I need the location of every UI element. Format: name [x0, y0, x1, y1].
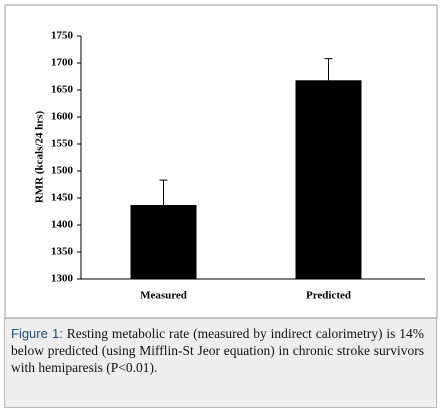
caption-label: Figure 1:: [11, 326, 63, 341]
y-tick-label: 1350: [51, 246, 74, 258]
error-bar: [159, 179, 168, 206]
y-tick-label: 1550: [51, 138, 74, 150]
bar: [130, 205, 197, 279]
x-tick-label: Predicted: [306, 290, 351, 302]
y-tick-label: 1300: [51, 273, 74, 285]
bar: [295, 80, 362, 279]
chart: RMR (kcals/24 hrs) 1300 1350 1400 1450 1500 1…: [4, 4, 438, 319]
y-tick-label: 1650: [51, 84, 74, 96]
y-tick-label: 1450: [51, 192, 74, 204]
y-tick-label: 1500: [51, 165, 74, 177]
chart-frame: [4, 4, 438, 319]
x-tick-label: Measured: [140, 290, 187, 302]
y-tick-label: 1600: [51, 111, 74, 123]
y-tick-label: 1700: [51, 57, 74, 69]
figure-caption: Figure 1: Resting metabolic rate (measur…: [4, 318, 437, 408]
y-tick-label: 1750: [51, 30, 74, 42]
y-axis-label: RMR (kcals/24 hrs): [34, 111, 46, 204]
y-tick-label: 1400: [51, 219, 74, 231]
error-bar: [324, 58, 333, 81]
caption-text: Resting metabolic rate (measured by indi…: [11, 326, 425, 375]
